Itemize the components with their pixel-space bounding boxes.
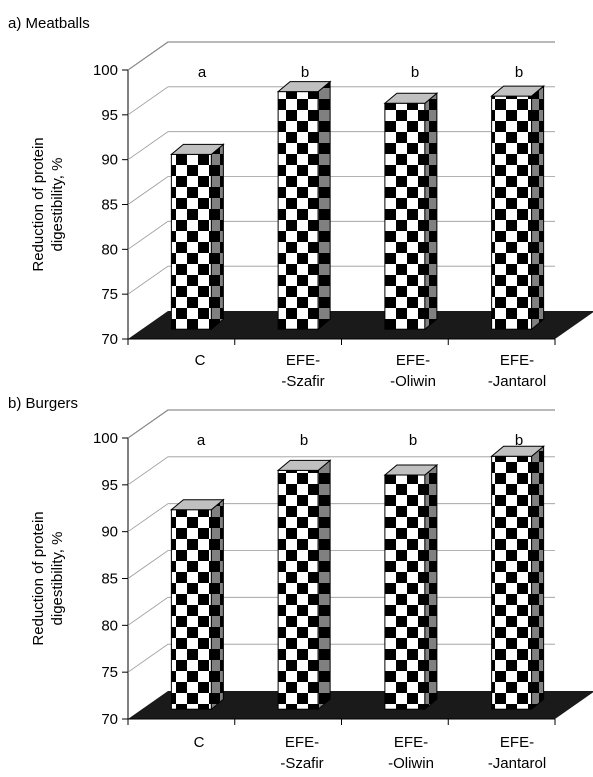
- bar-front: [277, 469, 319, 710]
- y-tick-label: 80: [101, 617, 118, 634]
- bar-side: [210, 143, 224, 331]
- bar: [276, 459, 332, 711]
- bar-front: [170, 509, 212, 710]
- chart-title: b) Burgers: [8, 395, 78, 412]
- bar: [169, 143, 225, 331]
- bar-top: [490, 445, 546, 457]
- y-tick-label: 80: [101, 241, 118, 258]
- x-tick-label: EFE-: [394, 734, 428, 751]
- bar-top: [276, 81, 332, 93]
- bar-front: [170, 153, 212, 330]
- gridline: [127, 456, 555, 486]
- chart-panel-1: a) Meatballs 70 75 80 85 90 95 100 a Cb EFE- -Szafi…: [8, 15, 593, 390]
- x-tick-label: -Szafir: [280, 755, 323, 772]
- bar-front: [491, 455, 533, 710]
- x-tick-label: -Oliwin: [390, 373, 436, 390]
- bar: [490, 445, 546, 711]
- y-tick-label: 100: [93, 62, 118, 79]
- y-tick-label: 85: [101, 197, 118, 214]
- gridline: [127, 86, 555, 116]
- y-axis-title: Reduction of protein digestibility, %: [30, 511, 66, 645]
- bar-front: [277, 91, 319, 330]
- bar-top: [383, 92, 439, 104]
- bar-side: [317, 459, 331, 711]
- x-tick-label: -Jantarol: [488, 755, 546, 772]
- y-axis-title-line: digestibility, %: [49, 532, 66, 626]
- significance-letter: a: [198, 64, 207, 81]
- x-tick-label: EFE-: [500, 734, 534, 751]
- chart-title: a) Meatballs: [8, 15, 90, 32]
- bar-side: [424, 463, 438, 711]
- x-tick-label: -Szafir: [281, 373, 324, 390]
- x-tick-label: C: [194, 734, 205, 751]
- y-tick-label: 95: [101, 477, 118, 494]
- bar-side: [317, 80, 331, 331]
- plot-floor: [128, 311, 593, 339]
- x-tick-label: -Oliwin: [388, 755, 434, 772]
- gridline: [127, 409, 555, 439]
- bar: [490, 84, 546, 331]
- bar: [276, 80, 332, 331]
- bar-top: [276, 459, 332, 471]
- plot-floor: [128, 691, 593, 719]
- bar-top: [490, 85, 546, 97]
- bar-side: [531, 84, 545, 331]
- y-axis-title-line: Reduction of protein: [30, 511, 47, 645]
- bar-top: [383, 464, 439, 476]
- y-tick-label: 100: [93, 430, 118, 447]
- bar-top: [169, 143, 225, 155]
- significance-letter: b: [411, 64, 419, 81]
- y-tick-label: 75: [101, 664, 118, 681]
- bar: [169, 498, 225, 711]
- bar: [383, 92, 439, 331]
- x-tick-label: C: [195, 352, 206, 369]
- significance-letter: b: [300, 432, 308, 449]
- bar-side: [531, 445, 545, 711]
- significance-letter: b: [409, 432, 417, 449]
- y-tick-label: 75: [101, 286, 118, 303]
- y-tick-label: 85: [101, 571, 118, 588]
- x-tick-label: EFE-: [285, 734, 319, 751]
- x-tick-label: EFE-: [396, 352, 430, 369]
- back-wall-border: [127, 409, 555, 439]
- bar-side: [210, 498, 224, 711]
- y-axis-title: Reduction of protein digestibility, %: [30, 137, 66, 271]
- bar-top: [169, 499, 225, 511]
- bar-front: [384, 474, 426, 710]
- y-tick-label: 70: [101, 711, 118, 728]
- gridline: [127, 41, 555, 71]
- y-tick-label: 90: [101, 524, 118, 541]
- x-tick-label: -Jantarol: [488, 373, 546, 390]
- chart-panel-2: b) Burgers 70 75 80 85 90 95 100 a Cb EFE- -Szafir b…: [8, 395, 593, 772]
- y-tick-label: 90: [101, 152, 118, 169]
- bar-front: [491, 95, 533, 330]
- y-axis-title-line: digestibility, %: [49, 158, 66, 252]
- back-wall-border: [127, 41, 555, 71]
- x-tick-label: EFE-: [500, 352, 534, 369]
- y-axis-title-line: Reduction of protein: [30, 137, 47, 271]
- y-tick-label: 70: [101, 331, 118, 348]
- significance-letter: a: [197, 432, 206, 449]
- y-tick-label: 95: [101, 107, 118, 124]
- significance-letter: b: [301, 64, 309, 81]
- significance-letter: b: [515, 64, 523, 81]
- bar-side: [424, 92, 438, 331]
- x-tick-label: EFE-: [286, 352, 320, 369]
- bar-front: [384, 102, 426, 330]
- bar: [383, 463, 439, 711]
- significance-letter: b: [515, 432, 523, 449]
